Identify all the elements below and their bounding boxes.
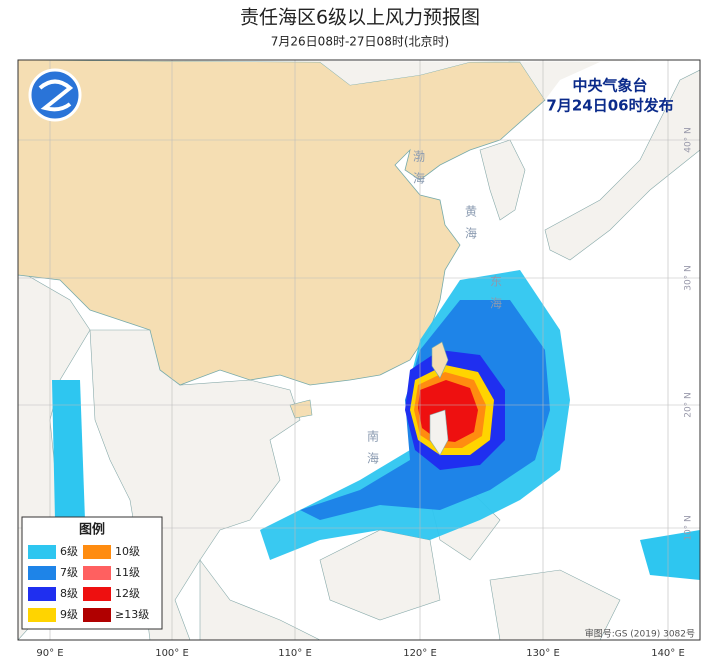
legend-swatch <box>28 545 56 559</box>
latitude-label: 20° N <box>684 392 694 418</box>
legend-swatch <box>28 608 56 622</box>
logo <box>28 68 82 122</box>
sea-label: 黄海 <box>464 205 478 249</box>
longitude-label: 130° E <box>526 648 560 659</box>
latitude-label: 40° N <box>684 127 694 153</box>
legend-swatch <box>83 545 111 559</box>
longitude-label: 120° E <box>403 648 437 659</box>
logo-mark <box>38 79 74 112</box>
land-taiwan <box>431 341 449 379</box>
legend-label: ≥13级 <box>115 608 149 621</box>
latitude-label: 30° N <box>684 265 694 291</box>
legend-swatch <box>83 566 111 580</box>
agency: 中央气象台 <box>572 77 647 95</box>
land-north <box>18 60 700 100</box>
wind-area-west <box>52 380 85 520</box>
graticule <box>18 60 700 640</box>
map-subtitle: 7月26日08时-27日08时(北京时) <box>271 35 449 49</box>
legend-label: 6级 <box>60 545 78 558</box>
sea-label: 渤海 <box>412 150 426 194</box>
map-review: 审图号:GS (2019) 3082号 <box>585 628 695 640</box>
map-frame <box>17 59 701 641</box>
longitude-label: 140° E <box>651 648 685 659</box>
longitude-label: 100° E <box>155 648 189 659</box>
legend-label: 11级 <box>115 566 140 579</box>
legend-swatch <box>28 587 56 601</box>
land-china <box>18 60 546 386</box>
latitude-label: 10° N <box>684 515 694 541</box>
map-title: 责任海区6级以上风力预报图 <box>240 7 480 29</box>
legend-label: 10级 <box>115 545 140 558</box>
legend-label: 8级 <box>60 587 78 600</box>
legend-label: 7级 <box>60 566 78 579</box>
wind-area-east <box>640 530 700 580</box>
legend: 图例 6级 7级 8级 9级 10级 11级 12级 ≥13级 <box>21 516 163 630</box>
legend-title: 图例 <box>79 522 105 538</box>
legend-swatch <box>83 608 111 622</box>
legend-swatch <box>28 566 56 580</box>
legend-label: 9级 <box>60 608 78 621</box>
longitude-label: 90° E <box>36 648 63 659</box>
longitude-label: 110° E <box>278 648 312 659</box>
legend-label: 12级 <box>115 587 140 600</box>
land-hainan <box>289 399 313 419</box>
land-islands <box>199 429 621 640</box>
sea-label: 南海 <box>366 429 380 474</box>
land-luzon <box>429 409 449 456</box>
issue-time: 7月24日06时发布 <box>546 97 673 115</box>
legend-swatch <box>83 587 111 601</box>
sea-label: 东海 <box>489 275 503 319</box>
map-area <box>18 60 700 640</box>
